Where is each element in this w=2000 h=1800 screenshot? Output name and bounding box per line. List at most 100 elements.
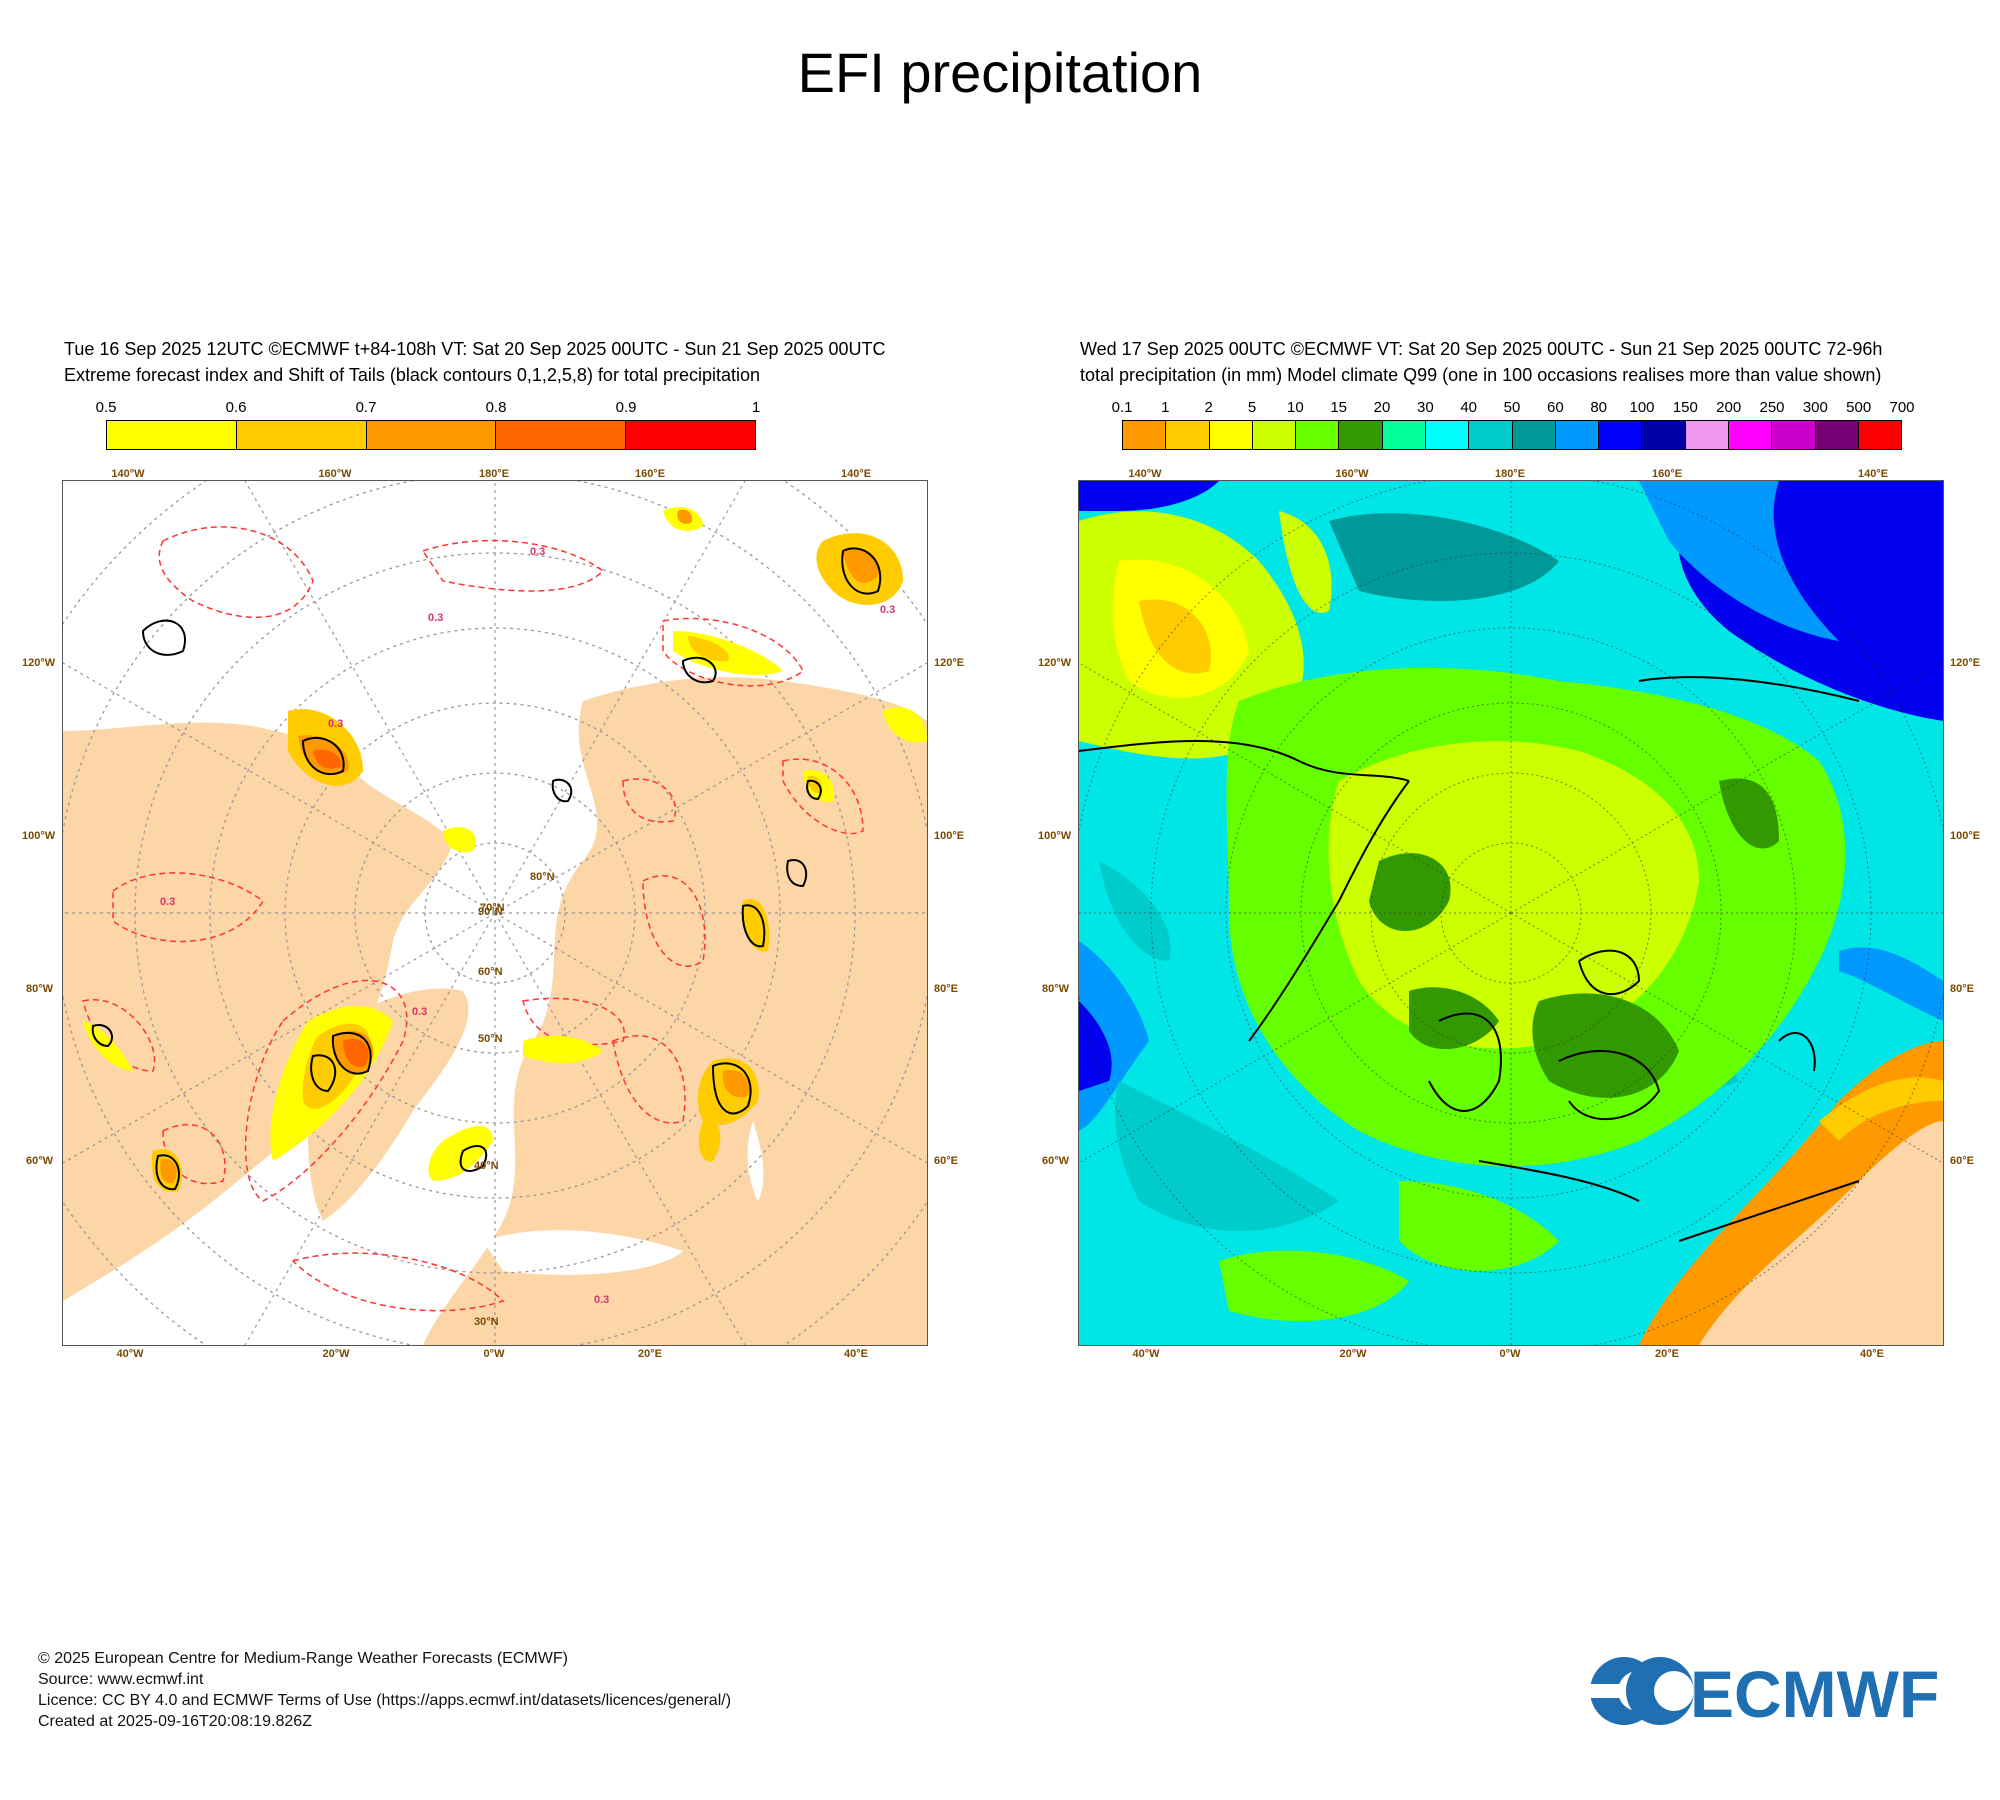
right-colorbar-tick: 20 [1373,399,1391,416]
right-lat-right-1: 120°E [1950,657,1981,669]
right-colorbar-tick: 100 [1629,399,1655,416]
right-colorbar-tick: 150 [1672,399,1698,416]
left-lon-top-5: 140°E [840,468,872,480]
left-lon-bottom-2: 20°W [322,1348,350,1360]
right-colorbar-tick: 0.1 [1111,399,1133,416]
right-colorbar-segment [1599,421,1643,449]
left-inner-lat-4: 60°N [478,966,503,978]
right-lat-right-2: 100°E [1950,830,1981,842]
right-colorbar [1122,420,1902,450]
left-colorbar-segment [626,421,755,449]
right-header-line1: Wed 17 Sep 2025 00UTC ©ECMWF VT: Sat 20 … [1080,339,1883,359]
right-colorbar-segment [1685,421,1729,449]
left-lon-bottom-5: 40°E [844,1348,868,1360]
right-colorbar-tick: 300 [1802,399,1828,416]
left-contour-label-7: 0.3 [594,1294,610,1306]
land-eurasia [423,677,927,1345]
left-header-line1: Tue 16 Sep 2025 12UTC ©ECMWF t+84-108h V… [64,339,886,359]
ecmwf-logo-icon: ECMWF [1588,1657,1939,1731]
right-colorbar-segment [1166,421,1210,449]
right-lat-left-4: 60°W [1042,1155,1070,1167]
right-colorbar-tick: 15 [1330,399,1347,416]
footer-copyright: © 2025 European Centre for Medium-Range … [38,1650,568,1667]
footer-source[interactable]: Source: www.ecmwf.int [38,1671,204,1688]
left-colorbar-segment [236,421,367,449]
ecmwf-logo: ECMWF [1588,1655,1966,1731]
right-lon-top-3: 180°E [1494,468,1526,480]
left-header-line2: Extreme forecast index and Shift of Tail… [64,365,761,385]
right-colorbar-segment [1296,421,1340,449]
left-lat-right-3: 80°E [934,983,958,995]
left-inner-lat-1: 30°N [474,1316,499,1328]
left-inner-lat-3: 50°N [478,1033,503,1045]
left-colorbar-tick: 0.9 [615,399,637,416]
right-colorbar-segment [1382,421,1426,449]
left-panel-header: Tue 16 Sep 2025 12UTC ©ECMWF t+84-108h V… [64,336,886,388]
left-lat-left-2: 100°W [22,830,56,842]
right-colorbar-tick: 1 [1161,399,1170,416]
right-colorbar-tick: 60 [1546,399,1564,416]
right-colorbar-segment [1642,421,1686,449]
ecmwf-logo-text: ECMWF [1690,1657,1939,1727]
right-colorbar-segment [1252,421,1297,449]
right-colorbar-tick: 2 [1204,399,1213,416]
right-colorbar-segment [1339,421,1383,449]
left-lon-bottom-3: 0°W [483,1348,505,1360]
page-title: EFI precipitation [797,41,1203,104]
left-contour-label-5: 0.3 [160,896,176,908]
left-map-canvas [63,481,927,1345]
left-inner-lat-2: 40°N [474,1160,499,1172]
left-contour-label-2: 0.3 [428,612,444,624]
right-colorbar-segment [1772,421,1816,449]
left-lat-left-1: 120°W [22,657,56,669]
right-lon-bottom-5: 40°E [1860,1348,1884,1360]
left-lon-top-2: 160°W [318,468,352,480]
right-colorbar-tick: 10 [1286,399,1304,416]
right-lat-right-4: 60°E [1950,1155,1974,1167]
right-lat-right-3: 80°E [1950,983,1974,995]
right-lat-left-2: 100°W [1038,830,1072,842]
right-colorbar-segment [1425,421,1470,449]
right-colorbar-segment [1858,421,1902,449]
left-colorbar-tick: 0.7 [355,399,377,416]
right-colorbar-segment [1512,421,1556,449]
left-contour-label-1: 0.3 [530,546,546,558]
right-colorbar-tick: 5 [1247,399,1257,416]
left-efi-map[interactable] [62,480,928,1346]
right-colorbar-segment [1469,421,1513,449]
footer-created: Created at 2025-09-16T20:08:19.826Z [38,1713,312,1730]
right-colorbar-tick: 80 [1590,399,1607,416]
right-map-canvas [1079,481,1943,1345]
left-colorbar-tick: 0.5 [95,399,117,416]
right-lon-bottom-2: 20°W [1339,1348,1367,1360]
left-lat-right-1: 120°E [934,657,965,669]
right-precip-map[interactable] [1078,480,1944,1346]
right-lon-top-2: 160°W [1335,468,1369,480]
sea-mediterranean [483,1230,683,1275]
right-colorbar-segment [1555,421,1600,449]
right-colorbar-segment [1728,421,1773,449]
right-header-line2: total precipitation (in mm) Model climat… [1080,365,1882,385]
left-lon-top-3: 180°E [478,468,510,480]
left-lat-left-4: 60°W [26,1155,54,1167]
left-colorbar-segment [496,421,627,449]
right-colorbar-tick: 50 [1503,399,1521,416]
left-lon-bottom-1: 40°W [116,1348,144,1360]
right-lon-bottom-1: 40°W [1132,1348,1160,1360]
footer-licence[interactable]: Licence: CC BY 4.0 and ECMWF Terms of Us… [38,1692,732,1709]
right-colorbar-tick: 500 [1846,399,1872,416]
footer-credits: © 2025 European Centre for Medium-Range … [38,1648,731,1732]
left-lat-left-3: 80°W [26,983,54,995]
left-contour-label-4: 0.3 [328,718,344,730]
left-lon-top-1: 140°W [111,468,145,480]
left-inner-lat-5: 70°N [480,902,505,914]
left-lat-right-4: 60°E [934,1155,958,1167]
right-lat-left-1: 120°W [1038,657,1072,669]
left-colorbar-tick: 1 [751,399,761,416]
left-colorbar-ticks: 0.5 0.6 0.7 0.8 0.9 1 [96,399,761,417]
left-inner-lat-6: 80°N [530,871,555,883]
left-contour-label-6: 0.3 [412,1006,428,1018]
right-colorbar-tick: 30 [1416,399,1434,416]
left-colorbar-segment [107,421,237,449]
right-colorbar-ticks: 0.1 1 2 5 10 15 20 30 40 50 60 80 100 150 200 250 300 500… [1112,399,1915,417]
